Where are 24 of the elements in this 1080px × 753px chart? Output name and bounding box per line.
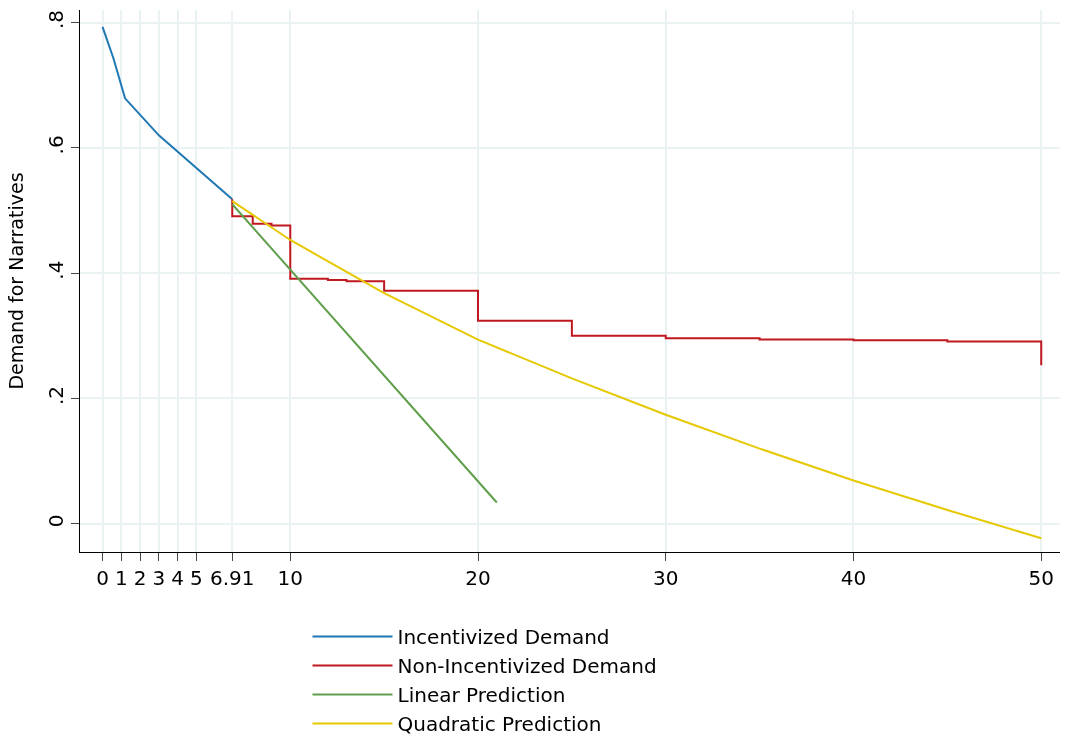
line-series: [101, 25, 234, 201]
x-tick-label: 10: [277, 566, 303, 590]
legend-label: Linear Prediction: [397, 683, 566, 708]
legend-label: Quadratic Prediction: [397, 712, 602, 737]
x-tick-label: 40: [840, 566, 867, 590]
y-tick-label: .4: [44, 260, 68, 280]
y-tick-label: 0: [44, 514, 68, 528]
y-tick-label: .6: [44, 135, 68, 155]
x-tick-label: 3: [152, 566, 166, 590]
line-series: [231, 200, 1043, 540]
x-tick-label: 2: [133, 566, 147, 590]
x-tick-label: 6.91: [209, 566, 255, 590]
x-tick-label: 30: [653, 566, 679, 590]
y-tick-label: .2: [44, 385, 68, 406]
x-tick-label: 5: [190, 566, 203, 590]
x-tick-label: 0: [96, 566, 109, 590]
y-tick-label: .8: [44, 9, 68, 30]
legend-label: Non-Incentivized Demand: [397, 654, 657, 679]
x-tick-label: 4: [171, 566, 184, 590]
y-axis-title: Demand for Narratives: [4, 172, 27, 390]
legend-label: Incentivized Demand: [397, 625, 610, 650]
x-tick-label: 20: [465, 566, 491, 590]
x-tick-label: 1: [114, 566, 128, 590]
x-tick-label: 50: [1028, 566, 1054, 590]
